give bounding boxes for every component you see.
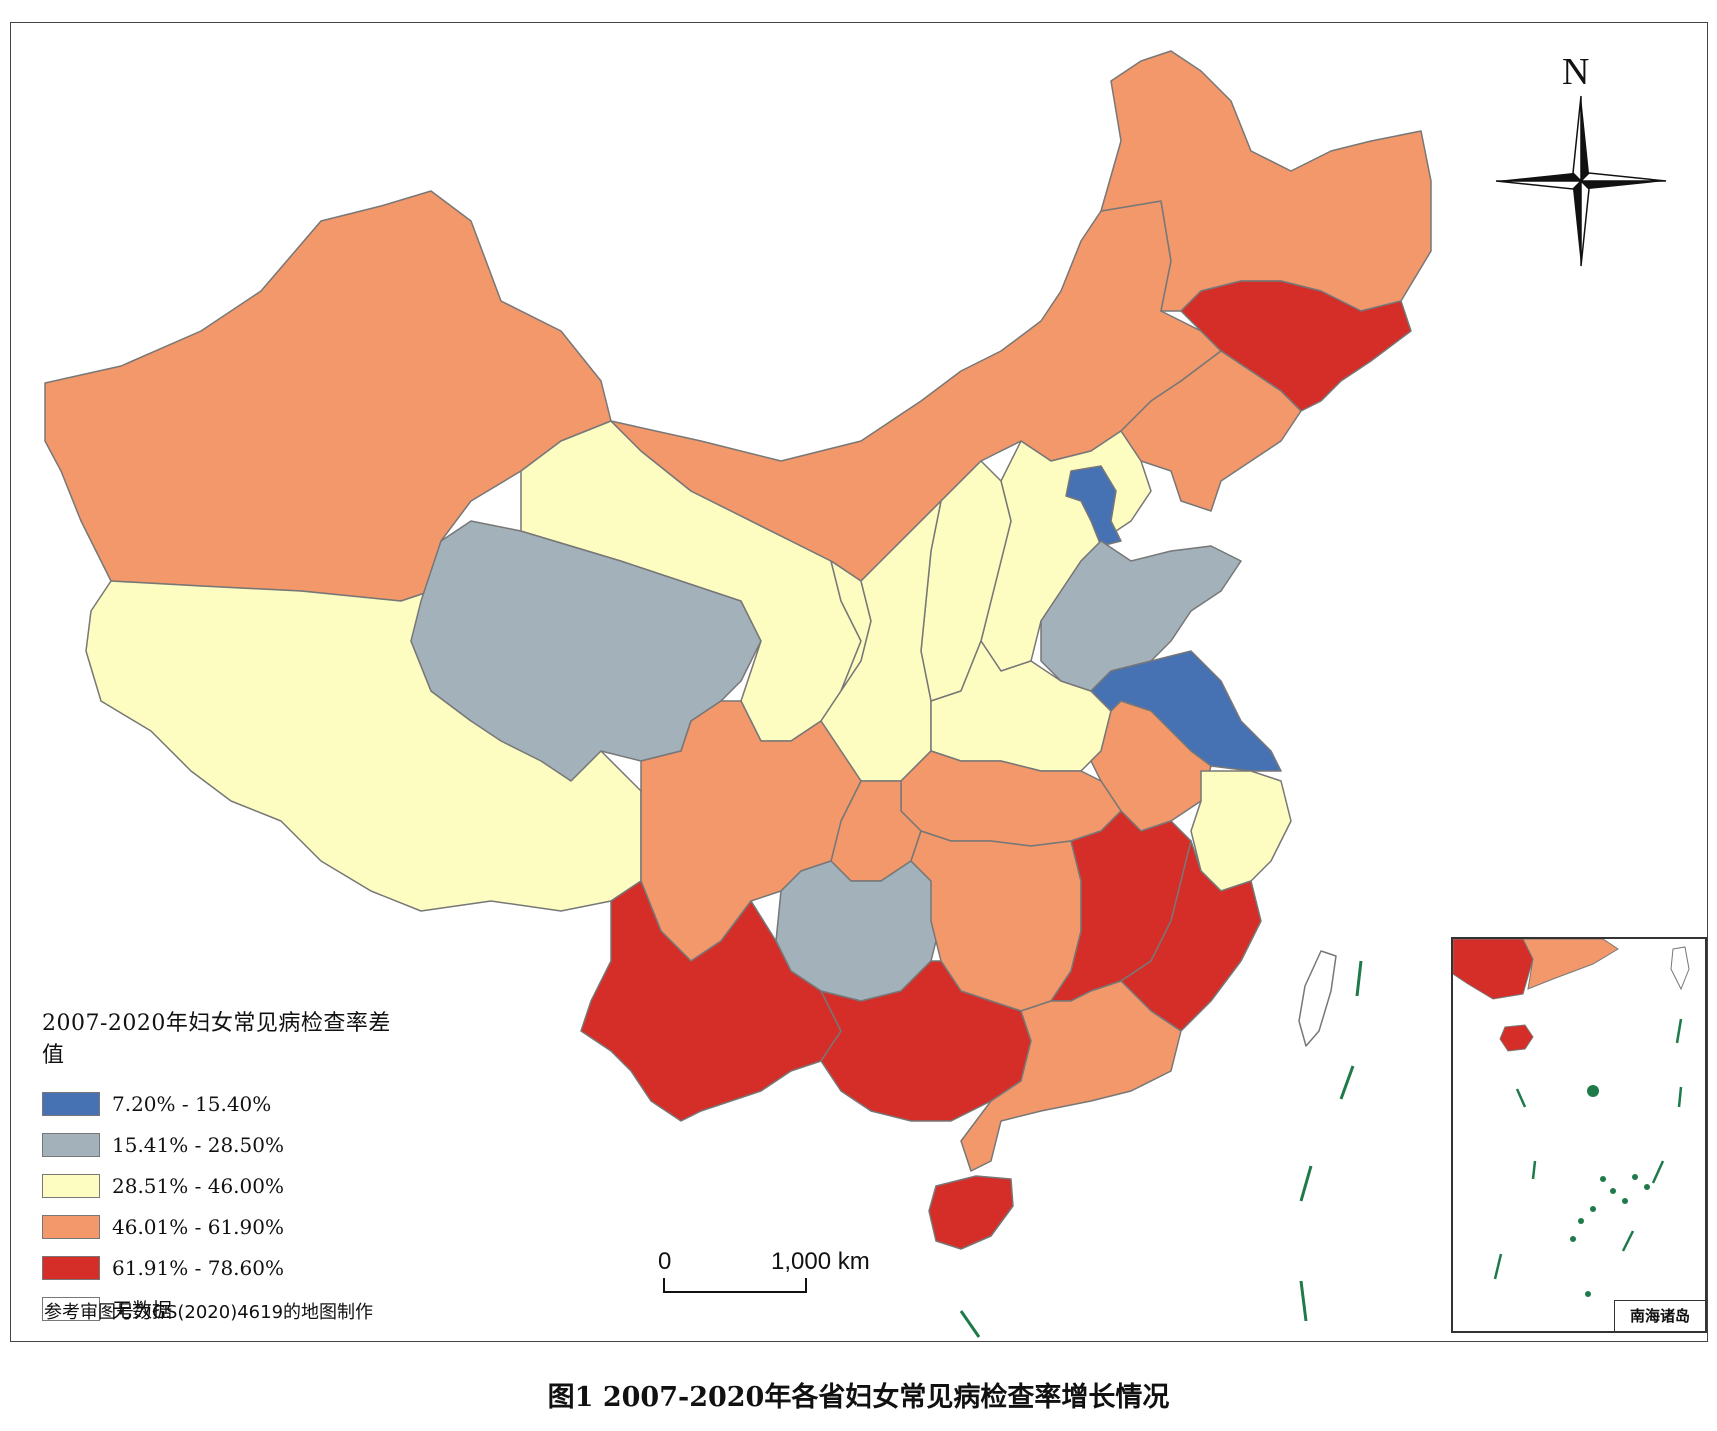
legend-label: 无数据 (112, 1298, 172, 1322)
region-liaoning (1120, 350, 1302, 512)
scale-distance-label: 1,000 km (771, 1248, 870, 1275)
region-hainan (928, 1175, 1014, 1250)
inset-label: 南海诸岛 (1614, 1300, 1705, 1331)
legend-item: 15.41% - 28.50% (42, 1124, 402, 1165)
legend-swatch (42, 1173, 100, 1198)
legend-label: 15.41% - 28.50% (112, 1132, 284, 1157)
compass-rose (1495, 95, 1667, 267)
legend-swatch (42, 1091, 100, 1116)
legend: 2007-2020年妇女常见病检查率差值 7.20% - 15.40% 15.4… (42, 1005, 402, 1329)
region-shandong (1040, 540, 1242, 692)
legend-swatch (42, 1132, 100, 1157)
legend-swatch (42, 1255, 100, 1280)
figure-caption: 图1 2007-2020年各省妇女常见病检查率增长情况 (547, 1382, 1170, 1413)
legend-item: 61.91% - 78.60% (42, 1247, 402, 1288)
legend-label: 46.01% - 61.90% (112, 1214, 284, 1239)
legend-item: 无数据 (42, 1288, 402, 1329)
legend-swatch (42, 1296, 100, 1321)
source-note: 参考审图号为GS(2020)4619的地图制作 (44, 1302, 374, 1323)
region-yunnan (580, 880, 842, 1122)
region-guangdong (960, 980, 1182, 1172)
region-hubei (900, 750, 1122, 847)
legend-item: 28.51% - 46.00% (42, 1165, 402, 1206)
legend-swatch (42, 1214, 100, 1239)
inset-islands (1570, 1085, 1650, 1297)
legend-item: 7.20% - 15.40% (42, 1083, 402, 1124)
scale-line (663, 1278, 807, 1293)
scale-bar: 0 1,000 km (650, 1234, 870, 1304)
legend-label: 61.91% - 78.60% (112, 1255, 284, 1280)
legend-title: 2007-2020年妇女常见病检查率差值 (42, 1011, 391, 1068)
legend-label: 28.51% - 46.00% (112, 1173, 284, 1198)
south-china-sea-inset: 南海诸岛 (1451, 937, 1707, 1333)
region-fujian (1120, 840, 1262, 1032)
region-beijing (1065, 465, 1122, 547)
legend-label: 7.20% - 15.40% (112, 1091, 272, 1116)
legend-item: 46.01% - 61.90% (42, 1206, 402, 1247)
region-zhejiang (1190, 770, 1292, 892)
region-anhui (1090, 690, 1212, 832)
china-province-map (44, 50, 1667, 1338)
region-taiwan (1298, 950, 1337, 1047)
nine-dash-line (959, 960, 1363, 1338)
map-frame (10, 22, 1708, 1342)
inset-map (1453, 939, 1690, 1297)
scale-zero-label: 0 (658, 1248, 672, 1275)
north-label: N (1562, 51, 1590, 93)
